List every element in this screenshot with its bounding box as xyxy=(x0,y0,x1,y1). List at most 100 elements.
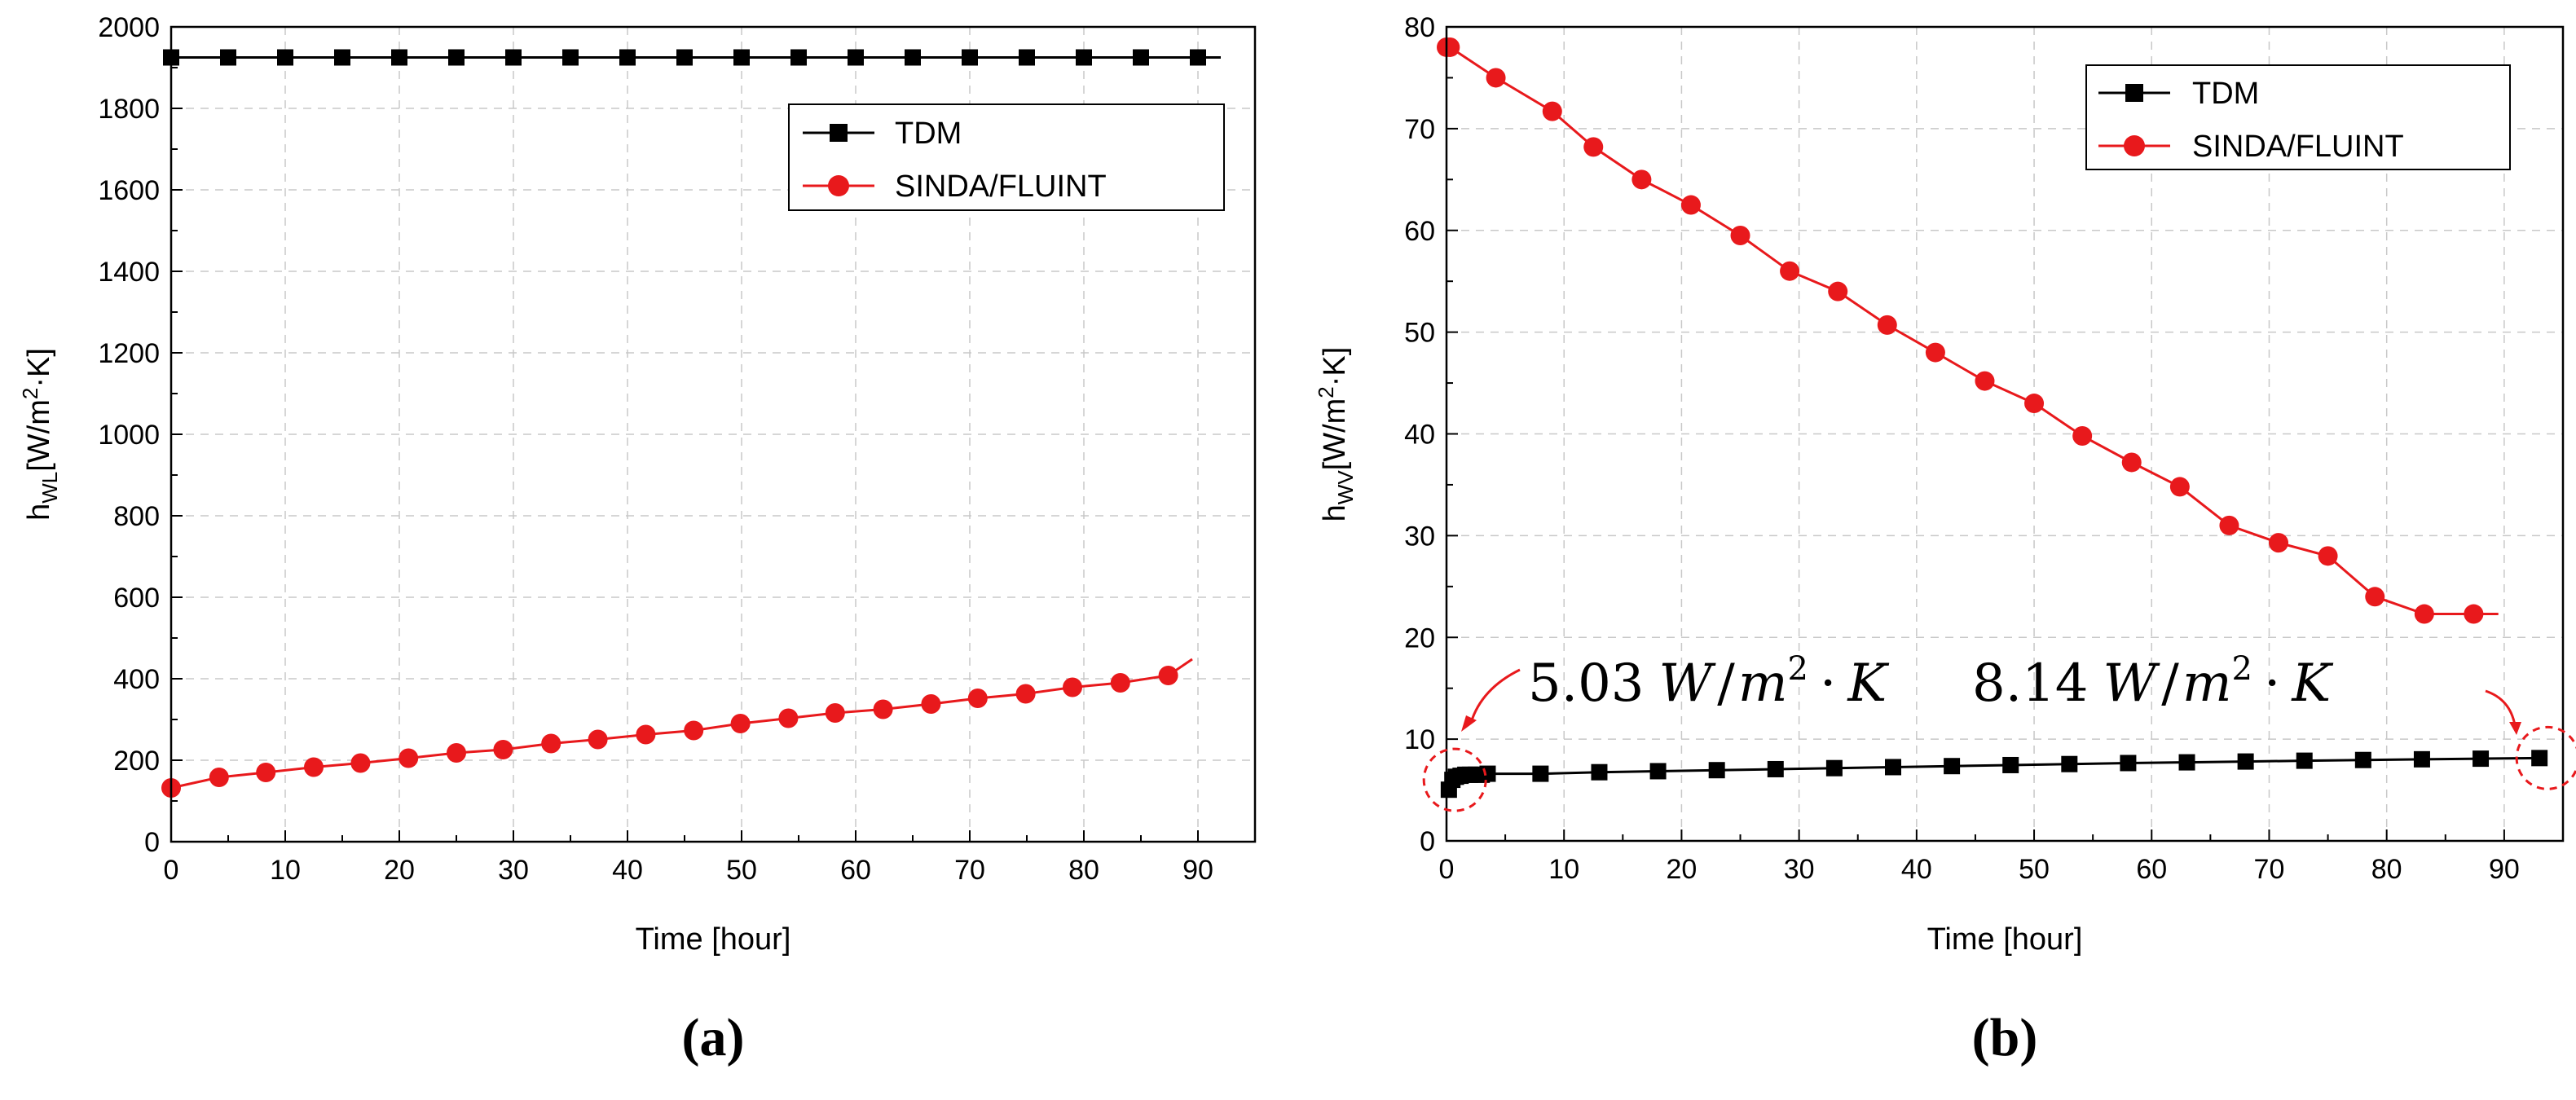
data-point-sinda xyxy=(825,703,845,723)
data-point-tdm xyxy=(2296,752,2313,769)
data-point-tdm xyxy=(790,49,807,66)
data-point-sinda xyxy=(1015,684,1036,704)
data-point-tdm xyxy=(905,49,921,66)
data-point-sinda xyxy=(541,733,561,754)
x-tick-label: 20 xyxy=(384,855,415,886)
data-point-sinda xyxy=(967,689,988,708)
x-tick-label: 90 xyxy=(1182,855,1213,886)
data-point-tdm xyxy=(2354,751,2371,768)
panel-a-legend: TDM SINDA/FLUINT xyxy=(788,103,1225,211)
x-tick-label: 0 xyxy=(164,855,179,886)
data-point-tdm xyxy=(220,49,236,66)
legend-box xyxy=(2085,64,2511,170)
annotation-arrowhead-start xyxy=(1461,715,1477,732)
legend-label-sinda: SINDA/FLUINT xyxy=(895,169,1107,204)
data-point-sinda xyxy=(588,729,608,750)
data-point-tdm xyxy=(2002,756,2019,773)
x-tick-label: 0 xyxy=(1439,854,1455,885)
data-point-tdm xyxy=(676,49,693,66)
data-point-tdm xyxy=(1649,763,1667,780)
data-point-sinda xyxy=(399,748,419,768)
panel-a-x-ticks: 0 10 20 30 40 50 60 70 80 90 xyxy=(164,830,1213,886)
x-tick-label: 80 xyxy=(1068,855,1099,886)
data-point-tdm xyxy=(391,49,407,66)
x-tick-label: 90 xyxy=(2489,854,2520,885)
legend-marker-tdm xyxy=(830,124,848,142)
data-point-sinda xyxy=(2024,394,2045,414)
data-point-tdm xyxy=(1885,759,1901,776)
panel-a: 0 10 20 30 40 50 60 70 80 90 0 200 400 600 800 1000 120… xyxy=(18,12,1257,1067)
data-point-tdm xyxy=(277,49,293,66)
data-point-sinda xyxy=(2318,546,2338,566)
data-point-sinda xyxy=(873,699,893,719)
y-tick-label: 50 xyxy=(1404,318,1435,349)
legend-box xyxy=(788,103,1225,211)
x-tick-label: 70 xyxy=(954,855,985,886)
panel-a-x-axis-title: Time [hour] xyxy=(636,922,791,957)
data-point-sinda xyxy=(730,714,751,733)
data-point-sinda xyxy=(2414,604,2434,624)
annotation-arrowhead-end xyxy=(2509,722,2521,735)
annotation-arrow-end xyxy=(2485,689,2517,726)
panel-b-y-ticks: 0 10 20 30 40 50 60 70 80 xyxy=(1404,12,1458,857)
data-point-sinda xyxy=(2219,515,2239,535)
data-point-tdm xyxy=(1479,765,1496,782)
y-tick-label: 40 xyxy=(1404,420,1435,451)
data-point-tdm xyxy=(1944,758,1961,775)
data-point-tdm xyxy=(2237,753,2254,770)
y-tick-label: 10 xyxy=(1404,724,1435,755)
data-point-sinda xyxy=(256,763,276,782)
y-tick-label: 1200 xyxy=(98,338,160,369)
data-point-tdm xyxy=(562,49,579,66)
data-point-sinda xyxy=(447,743,466,763)
data-point-tdm xyxy=(1532,765,1549,782)
panel-a-y-ticks: 0 200 400 600 800 1000 1200 1400 1600 1800 2000 xyxy=(98,12,183,858)
data-point-sinda xyxy=(1158,666,1178,685)
data-point-tdm xyxy=(1767,760,1784,777)
data-point-sinda xyxy=(2121,452,2142,473)
legend-label-tdm: TDM xyxy=(2192,77,2259,111)
y-tick-label: 60 xyxy=(1404,216,1435,247)
annotation-circle-start xyxy=(1422,747,1487,812)
data-point-tdm xyxy=(2061,755,2078,772)
data-point-tdm xyxy=(1825,759,1843,777)
data-point-sinda xyxy=(2072,425,2093,446)
panel-b-plot xyxy=(1437,37,2548,799)
data-point-sinda xyxy=(1486,68,1506,88)
data-point-sinda xyxy=(1440,37,1460,57)
data-point-sinda xyxy=(1780,261,1800,281)
y-tick-label: 0 xyxy=(144,827,160,858)
panel-a-caption: (a) xyxy=(682,1008,745,1067)
series-line-tdm xyxy=(1447,756,2540,790)
y-tick-label: 1600 xyxy=(98,175,160,206)
x-tick-label: 40 xyxy=(1901,854,1932,885)
y-tick-label: 1800 xyxy=(98,94,160,125)
data-point-tdm xyxy=(1076,49,1092,66)
data-point-tdm xyxy=(733,49,750,66)
data-point-sinda xyxy=(636,724,656,745)
data-point-sinda xyxy=(493,740,513,759)
y-tick-label: 2000 xyxy=(98,12,160,43)
panel-a-y-axis-title: hWL[W/m2·K] xyxy=(18,348,62,521)
legend-marker-sinda xyxy=(2124,135,2145,156)
data-point-tdm xyxy=(2120,755,2137,772)
data-point-sinda xyxy=(304,757,324,777)
data-point-tdm xyxy=(448,49,465,66)
data-point-sinda xyxy=(1730,225,1750,245)
panel-b-annotation-start: 5.03 W/m2 · K xyxy=(1422,650,1889,812)
data-point-tdm xyxy=(505,49,522,66)
data-point-sinda xyxy=(2464,604,2484,624)
y-tick-label: 80 xyxy=(1404,12,1435,43)
data-point-tdm xyxy=(2413,750,2430,768)
data-point-tdm xyxy=(2178,754,2195,771)
data-point-sinda xyxy=(1583,137,1604,157)
data-point-tdm xyxy=(619,49,636,66)
x-tick-label: 30 xyxy=(498,855,529,886)
data-point-sinda xyxy=(2269,533,2289,553)
data-point-sinda xyxy=(1680,195,1701,215)
y-tick-label: 20 xyxy=(1404,623,1435,653)
data-point-sinda xyxy=(1975,371,1995,391)
data-point-sinda xyxy=(1542,101,1562,121)
y-tick-label: 1000 xyxy=(98,420,160,451)
